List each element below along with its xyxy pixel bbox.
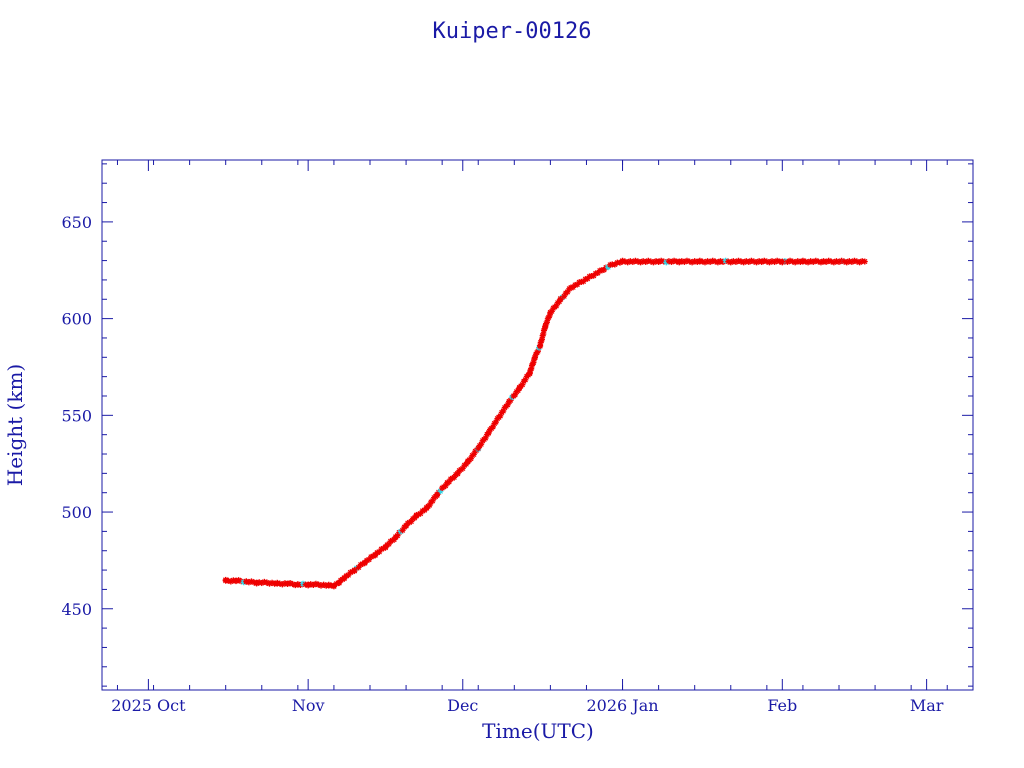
data-point — [568, 284, 574, 291]
data-point — [738, 258, 745, 265]
data-point — [564, 288, 571, 295]
data-point — [841, 258, 848, 265]
data-point — [382, 543, 389, 550]
data-point — [537, 342, 544, 349]
data-point — [609, 261, 616, 268]
data-point — [799, 258, 806, 265]
data-point — [758, 258, 765, 265]
data-point — [372, 551, 379, 558]
data-point — [222, 577, 229, 584]
data-point — [305, 581, 312, 588]
data-point — [516, 385, 523, 392]
data-point — [820, 258, 827, 265]
chart-title: Kuiper-00126 — [433, 19, 592, 44]
data-point — [341, 574, 348, 581]
data-point — [336, 579, 343, 586]
data-point — [588, 273, 595, 280]
data-point — [392, 534, 399, 541]
data-point — [506, 398, 513, 405]
data-point — [717, 258, 724, 265]
data-point — [294, 581, 301, 588]
y-tick-label: 600 — [61, 310, 92, 329]
data-point — [284, 580, 291, 587]
data-point — [434, 491, 440, 498]
data-point — [542, 323, 549, 330]
data-point — [598, 267, 605, 274]
data-point — [413, 512, 420, 519]
data-point — [253, 579, 260, 586]
y-axis-label: Height (km) — [3, 364, 27, 486]
data-point — [454, 470, 461, 477]
data-point — [444, 480, 451, 487]
data-point — [578, 278, 585, 285]
data-point — [361, 559, 368, 566]
data-point — [485, 429, 492, 436]
data-point — [696, 258, 703, 265]
data-point — [619, 258, 626, 265]
data-point — [351, 567, 358, 574]
data-point — [315, 581, 322, 588]
data-point — [676, 258, 683, 265]
data-point — [779, 258, 786, 265]
data-point — [470, 451, 477, 458]
data-point — [403, 522, 410, 529]
x-axis-label: Time(UTC) — [482, 719, 594, 743]
data-point — [526, 369, 533, 376]
x-tick-label: 2026 Jan — [587, 696, 659, 715]
y-tick-label: 650 — [61, 213, 92, 232]
y-tick-label: 550 — [61, 406, 92, 425]
data-point — [475, 445, 482, 452]
height-trace-line — [225, 261, 865, 587]
data-point — [330, 582, 337, 589]
y-tick-label: 500 — [61, 503, 92, 522]
data-point — [464, 458, 471, 465]
data-point — [243, 578, 250, 585]
data-point — [233, 577, 239, 584]
x-tick-label: Mar — [910, 696, 944, 715]
data-point — [495, 414, 502, 421]
data-point — [531, 354, 538, 361]
x-tick-label: 2025 Oct — [111, 696, 186, 715]
data-point — [274, 580, 281, 587]
x-tick-label: Nov — [292, 696, 325, 715]
data-point — [325, 582, 332, 589]
y-tick-label: 450 — [61, 600, 92, 619]
data-point — [547, 309, 554, 316]
x-tick-label: Feb — [767, 696, 797, 715]
data-point — [655, 258, 662, 265]
plot-frame — [101, 159, 974, 691]
data-point — [635, 258, 641, 265]
data-point — [861, 258, 868, 265]
data-point — [557, 296, 564, 303]
data-point — [263, 579, 270, 586]
data-point — [423, 505, 430, 512]
x-tick-label: Dec — [447, 696, 478, 715]
